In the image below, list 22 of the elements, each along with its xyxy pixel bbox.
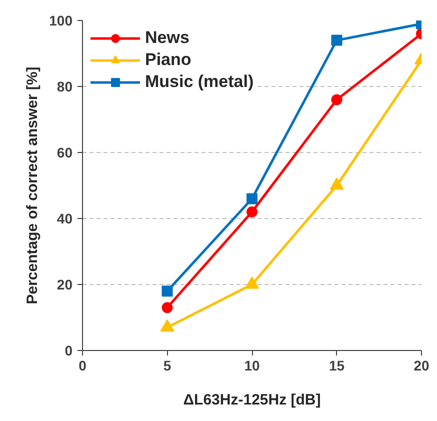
- legend-label: News: [145, 28, 190, 48]
- point: [162, 302, 173, 314]
- x-tick-label: 15: [328, 358, 345, 374]
- y-tick-label: 100: [49, 12, 73, 28]
- y-tick-label: 60: [56, 144, 73, 160]
- point: [331, 34, 342, 46]
- point: [331, 94, 342, 106]
- legend-label: Music (metal): [145, 72, 254, 92]
- y-tick-label: 40: [56, 210, 73, 226]
- y-tick-label: 20: [56, 276, 73, 292]
- y-axis-title: Percentage of correct answer [%]: [24, 66, 42, 304]
- point: [162, 286, 173, 297]
- x-tick-label: 10: [244, 358, 260, 374]
- point: [246, 193, 258, 204]
- point: [246, 206, 258, 218]
- x-tick-label: 20: [414, 358, 430, 374]
- x-axis-title: ΔL63Hz-125Hz [dB]: [183, 392, 321, 408]
- legend-label: Piano: [145, 50, 192, 70]
- x-tick-label: 5: [163, 358, 172, 374]
- x-tick-label: 0: [78, 358, 87, 374]
- y-tick-label: 80: [56, 78, 73, 94]
- y-tick-label: 0: [64, 342, 73, 358]
